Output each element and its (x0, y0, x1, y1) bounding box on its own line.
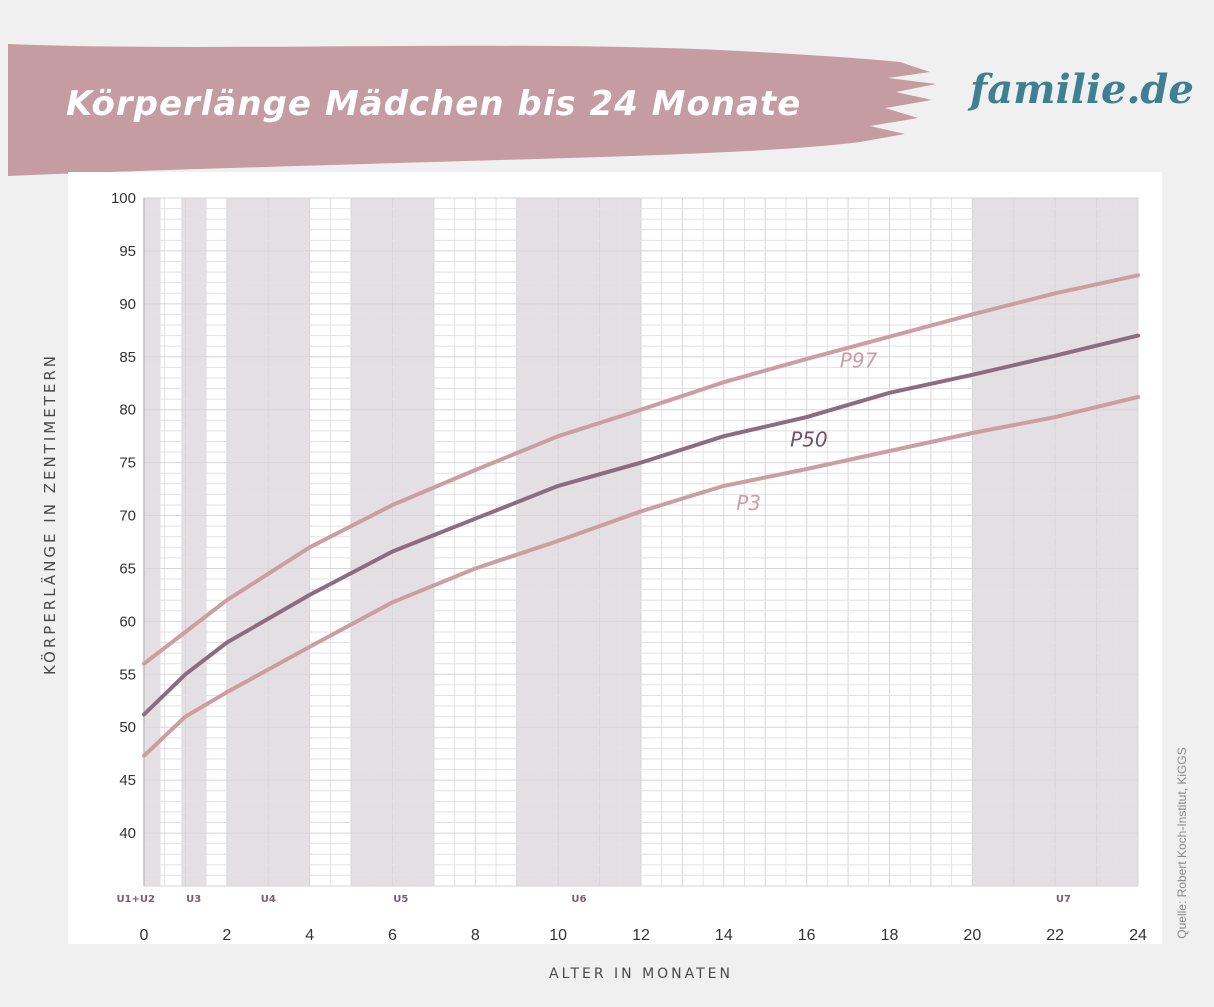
series-line-p3 (142, 395, 1140, 758)
series-line-p97 (142, 273, 1140, 666)
x-tick-label: 4 (305, 927, 314, 944)
chart-title: Körperlänge Mädchen bis 24 Monate (66, 84, 802, 124)
y-tick-label: 90 (119, 296, 136, 313)
percentile-lines (142, 273, 1140, 758)
y-axis-label: KÖRPERLÄNGE IN ZENTIMETERN (41, 353, 59, 675)
series-label-p50: P50 (790, 428, 828, 452)
y-tick-label: 65 (119, 560, 136, 577)
y-tick-label: 45 (119, 772, 136, 789)
y-tick-label: 95 (119, 243, 136, 260)
exam-label-u1-u2: U1+U2 (116, 894, 155, 905)
y-tick-label: 40 (119, 825, 136, 842)
x-tick-label: 0 (140, 927, 149, 944)
source-note: Quelle: Robert Koch-Institut, KiGGS (1175, 747, 1189, 939)
exam-label-u5: U5 (393, 894, 408, 905)
exam-label-u6: U6 (571, 894, 586, 905)
y-tick-label: 55 (119, 666, 136, 683)
brush-stroke-banner (8, 44, 936, 176)
x-tick-label: 22 (1046, 927, 1064, 944)
y-tick-label: 60 (119, 613, 136, 630)
exam-label-u4: U4 (261, 894, 276, 905)
series-label-p3: P3 (736, 491, 761, 515)
y-tick-label: 100 (111, 190, 136, 207)
x-axis-label: ALTER IN MONATEN (548, 966, 734, 982)
x-tick-label: 2 (222, 927, 231, 944)
title-banner (0, 0, 1214, 190)
x-tick-label: 8 (471, 927, 480, 944)
x-tick-label: 6 (388, 927, 397, 944)
y-tick-label: 75 (119, 455, 136, 472)
x-tick-label: 24 (1129, 927, 1147, 944)
y-tick-label: 50 (119, 719, 136, 736)
x-tick-label: 12 (632, 927, 650, 944)
y-tick-label: 80 (119, 402, 136, 419)
chart-labels: P97 P50 P3 (736, 348, 877, 515)
grid-lines (143, 197, 1139, 887)
exam-band-u1-u2 (144, 198, 161, 886)
y-tick-label: 70 (119, 508, 136, 525)
brand-logo: familie.de (970, 66, 1194, 113)
exam-label-u3: U3 (186, 894, 201, 905)
x-tick-label: 16 (798, 927, 816, 944)
series-label-p97: P97 (840, 348, 878, 372)
y-tick-label: 85 (119, 349, 136, 366)
series-line-p50 (142, 333, 1140, 717)
x-tick-label: 14 (715, 927, 733, 944)
x-tick-label: 18 (881, 927, 899, 944)
exam-label-u7: U7 (1056, 894, 1071, 905)
x-tick-label: 10 (549, 927, 567, 944)
x-tick-label: 20 (963, 927, 981, 944)
